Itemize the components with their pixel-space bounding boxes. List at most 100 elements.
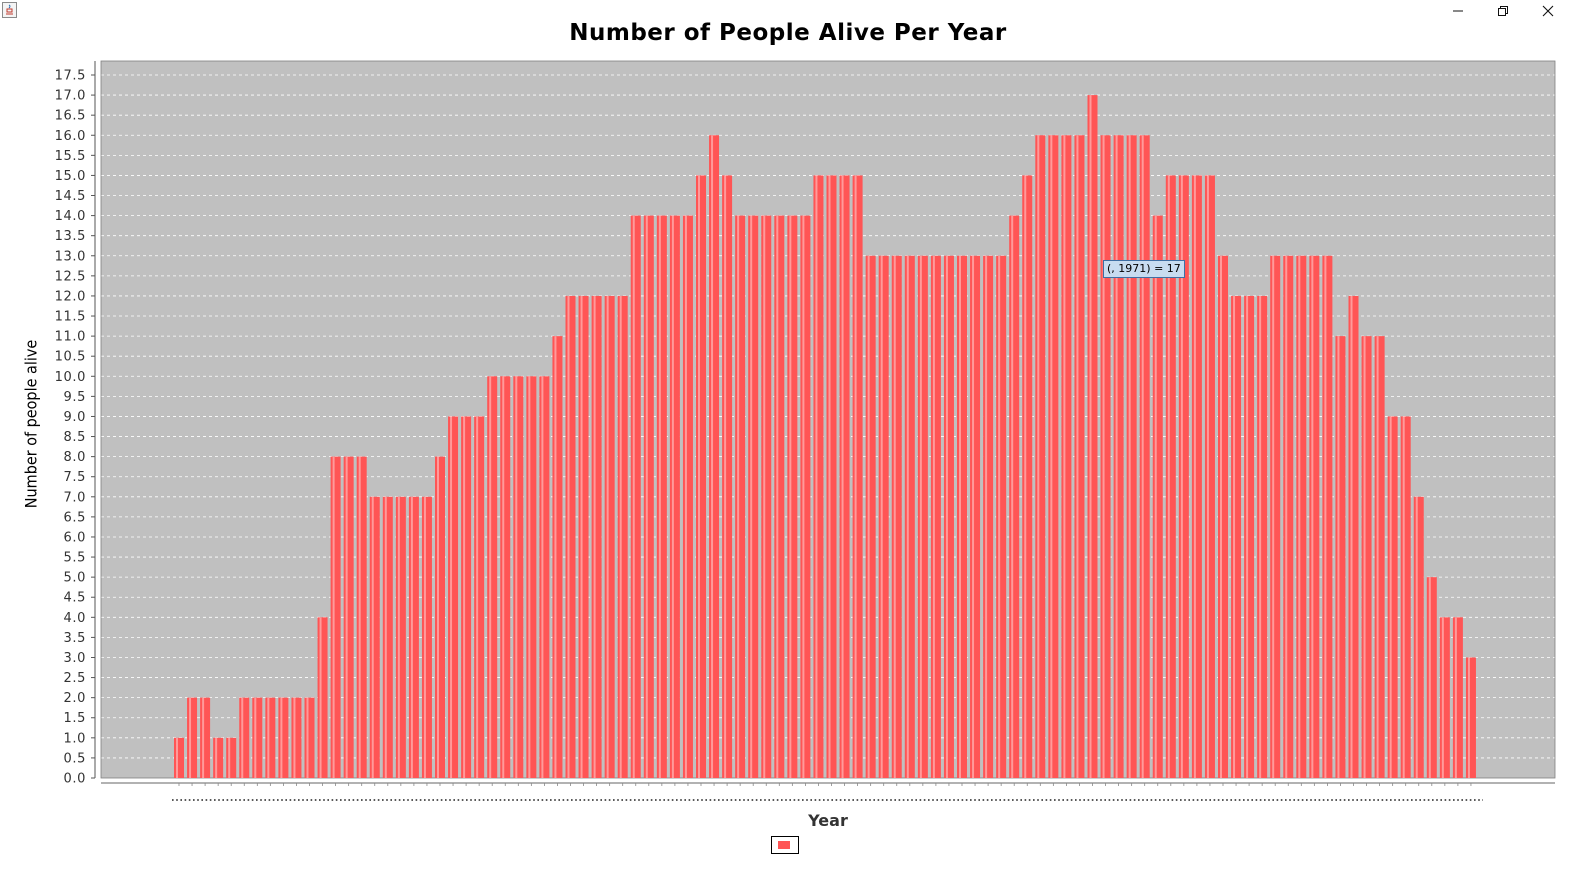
bar[interactable] — [1061, 135, 1072, 778]
bar[interactable] — [957, 255, 967, 778]
bar[interactable] — [369, 496, 380, 778]
bar[interactable] — [591, 295, 602, 778]
bar[interactable] — [943, 255, 954, 778]
bar[interactable] — [1191, 175, 1202, 778]
bar[interactable] — [813, 175, 824, 778]
bar[interactable] — [1387, 416, 1398, 778]
bar[interactable] — [382, 496, 393, 778]
bar[interactable] — [1296, 255, 1307, 778]
bar[interactable] — [239, 697, 250, 778]
bar[interactable] — [996, 255, 1007, 778]
bar[interactable] — [1009, 215, 1020, 779]
bar[interactable] — [735, 215, 746, 779]
bar[interactable] — [1152, 215, 1163, 779]
bar[interactable] — [1374, 336, 1385, 778]
bar[interactable] — [1139, 135, 1150, 778]
bar[interactable] — [682, 215, 693, 779]
bar[interactable] — [1452, 617, 1463, 778]
bar[interactable] — [448, 416, 459, 778]
bar[interactable] — [1335, 336, 1346, 778]
bar[interactable] — [1048, 135, 1059, 778]
bar[interactable] — [1283, 255, 1294, 778]
bar[interactable] — [304, 697, 315, 778]
bar[interactable] — [865, 255, 876, 778]
bar[interactable] — [226, 737, 237, 778]
close-button[interactable] — [1526, 0, 1570, 22]
bar[interactable] — [891, 255, 902, 778]
bar[interactable] — [526, 376, 537, 778]
bar[interactable] — [1244, 295, 1255, 778]
bar[interactable] — [265, 697, 276, 778]
bar[interactable] — [970, 255, 981, 778]
bar[interactable] — [787, 215, 798, 779]
bar[interactable] — [278, 697, 289, 778]
bar[interactable] — [474, 416, 485, 778]
bar[interactable] — [839, 175, 850, 778]
minimize-button[interactable] — [1436, 0, 1480, 22]
bar[interactable] — [878, 255, 889, 778]
bar[interactable] — [291, 697, 302, 778]
bar[interactable] — [709, 135, 720, 778]
bar[interactable] — [487, 376, 498, 778]
bar[interactable] — [513, 376, 524, 778]
bar[interactable] — [761, 215, 772, 779]
bar[interactable] — [1426, 577, 1437, 778]
bar[interactable] — [904, 255, 915, 778]
bar[interactable] — [748, 215, 759, 779]
bar[interactable] — [800, 215, 811, 779]
bar[interactable] — [1413, 496, 1424, 778]
bar[interactable] — [1113, 135, 1124, 778]
bar[interactable] — [356, 456, 367, 778]
bar[interactable] — [317, 617, 328, 778]
bar[interactable] — [343, 456, 354, 778]
restore-button[interactable] — [1481, 0, 1525, 22]
bar[interactable] — [1204, 175, 1215, 778]
bar[interactable] — [395, 496, 406, 778]
bar[interactable] — [722, 175, 733, 778]
bar[interactable] — [604, 295, 615, 778]
bar[interactable] — [1178, 175, 1189, 778]
bar[interactable] — [1074, 135, 1085, 778]
bar[interactable] — [565, 295, 576, 778]
bar[interactable] — [1165, 175, 1176, 778]
bar[interactable] — [643, 215, 654, 779]
bar[interactable] — [1022, 175, 1033, 778]
bar[interactable] — [630, 215, 641, 779]
bar[interactable] — [1270, 255, 1281, 778]
bar[interactable] — [174, 737, 184, 778]
bar[interactable] — [213, 737, 224, 778]
bar[interactable] — [330, 456, 341, 778]
bar[interactable] — [696, 175, 706, 778]
bar[interactable] — [408, 496, 419, 778]
bar[interactable] — [552, 336, 563, 778]
bar[interactable] — [1087, 95, 1098, 779]
bar[interactable] — [252, 697, 263, 778]
bar[interactable] — [435, 456, 445, 778]
bar[interactable] — [1218, 255, 1228, 778]
bar[interactable] — [539, 376, 550, 778]
bar[interactable] — [983, 255, 994, 778]
bar[interactable] — [669, 215, 680, 779]
bar[interactable] — [917, 255, 928, 778]
bar[interactable] — [1309, 255, 1320, 778]
bar[interactable] — [461, 416, 472, 778]
bar[interactable] — [200, 697, 211, 778]
bar[interactable] — [1465, 657, 1476, 778]
bar[interactable] — [500, 376, 511, 778]
bar[interactable] — [1439, 617, 1450, 778]
bar[interactable] — [421, 496, 432, 778]
bar[interactable] — [852, 175, 863, 778]
bar[interactable] — [187, 697, 198, 778]
bar[interactable] — [1400, 416, 1411, 778]
bar[interactable] — [1231, 295, 1242, 778]
bar[interactable] — [1348, 295, 1359, 778]
bar[interactable] — [1322, 255, 1333, 778]
bar[interactable] — [930, 255, 941, 778]
bar[interactable] — [578, 295, 589, 778]
bar[interactable] — [1100, 135, 1111, 778]
bar[interactable] — [656, 215, 667, 779]
bar[interactable] — [1361, 336, 1372, 778]
bar[interactable] — [826, 175, 837, 778]
bar[interactable] — [1126, 135, 1137, 778]
bar[interactable] — [617, 295, 628, 778]
